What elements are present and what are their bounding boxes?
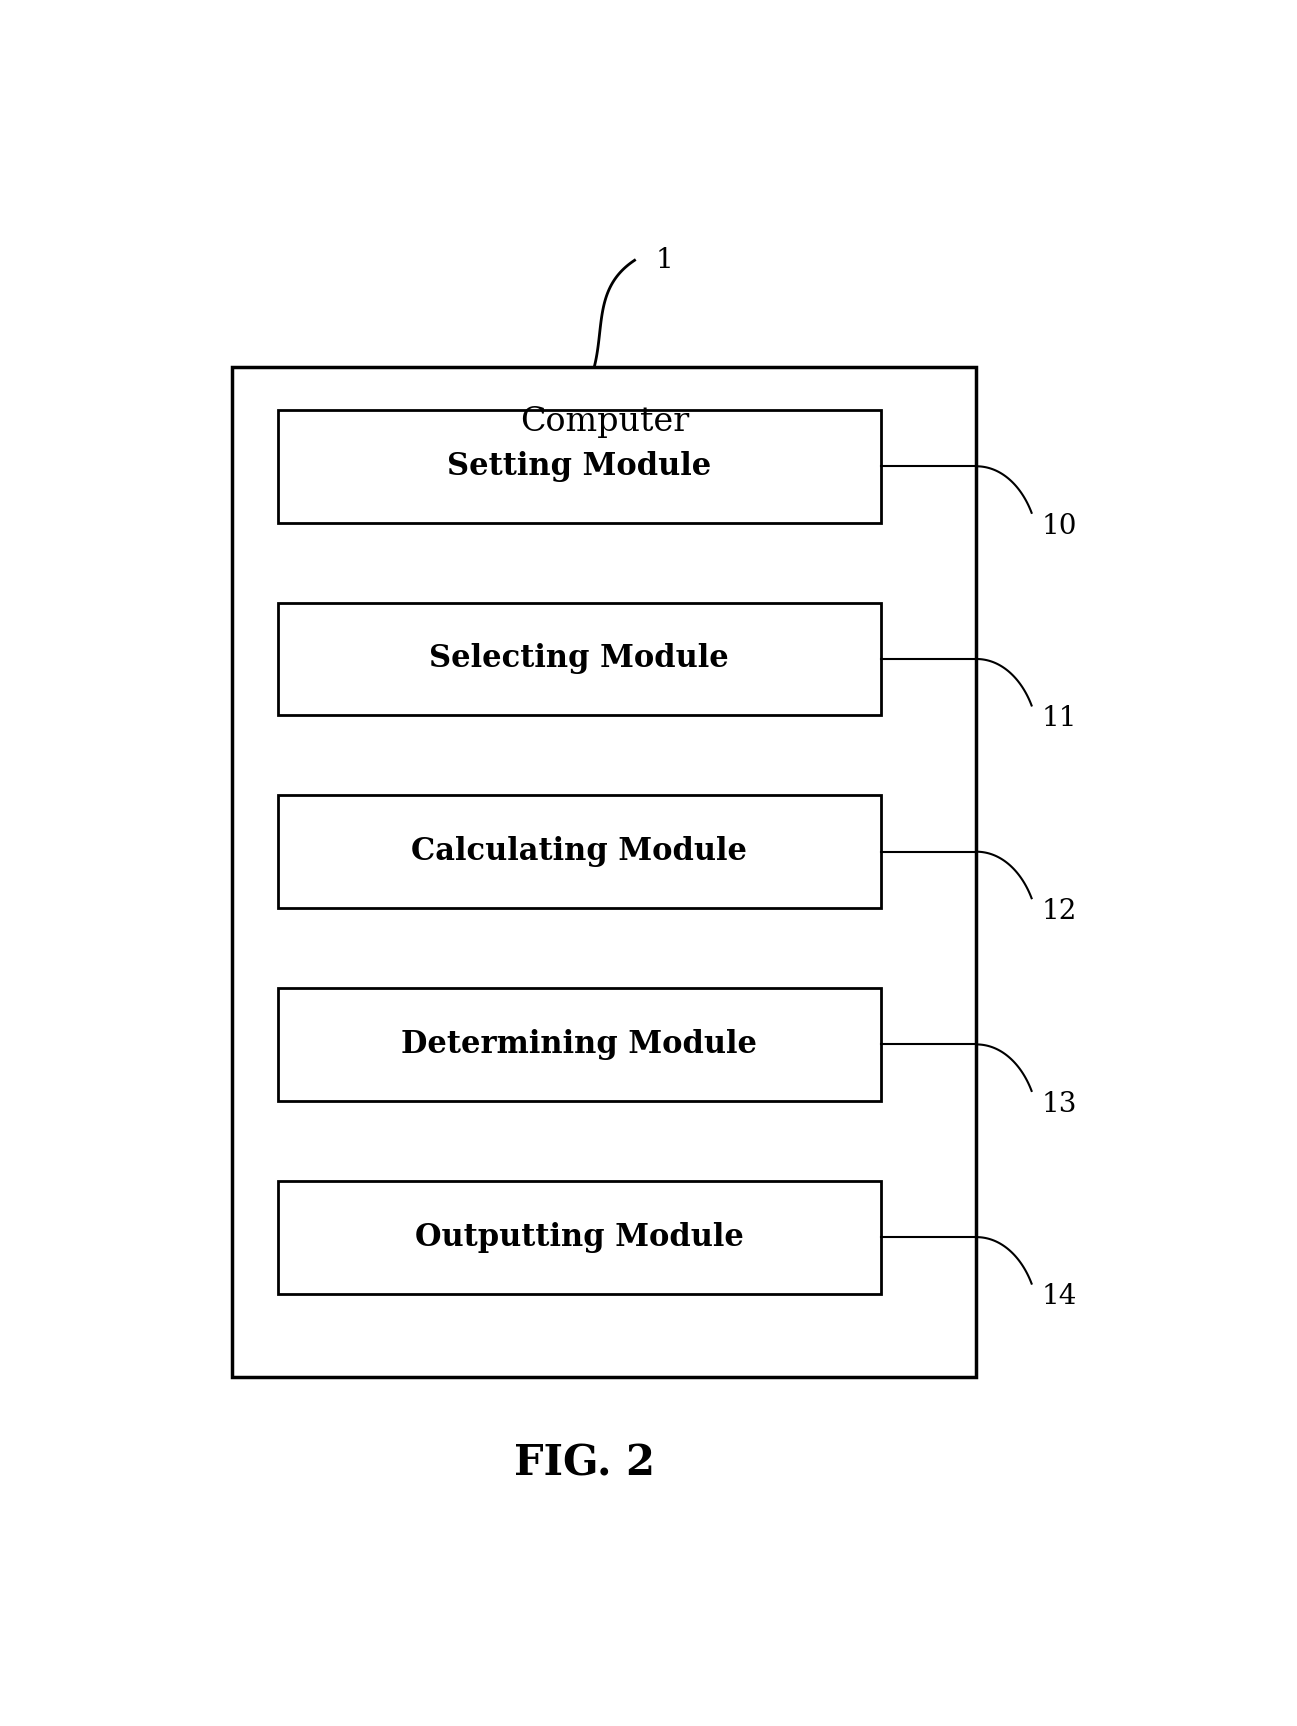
Text: 10: 10 xyxy=(1041,513,1077,540)
Bar xyxy=(278,796,881,908)
Text: Calculating Module: Calculating Module xyxy=(411,835,747,866)
Text: 13: 13 xyxy=(1041,1091,1077,1118)
Text: Computer: Computer xyxy=(520,406,689,438)
Bar xyxy=(278,1181,881,1293)
Text: FIG. 2: FIG. 2 xyxy=(514,1441,655,1484)
Text: 14: 14 xyxy=(1041,1284,1077,1310)
Text: Setting Module: Setting Module xyxy=(447,450,711,482)
Text: 1: 1 xyxy=(656,247,673,274)
Text: Determining Module: Determining Module xyxy=(401,1029,757,1060)
Bar xyxy=(278,602,881,716)
Text: 12: 12 xyxy=(1041,898,1077,925)
Bar xyxy=(232,366,977,1377)
Text: 11: 11 xyxy=(1041,706,1077,732)
Bar xyxy=(278,987,881,1101)
Text: Outputting Module: Outputting Module xyxy=(415,1222,743,1253)
Bar xyxy=(278,409,881,523)
Text: Selecting Module: Selecting Module xyxy=(429,644,729,675)
